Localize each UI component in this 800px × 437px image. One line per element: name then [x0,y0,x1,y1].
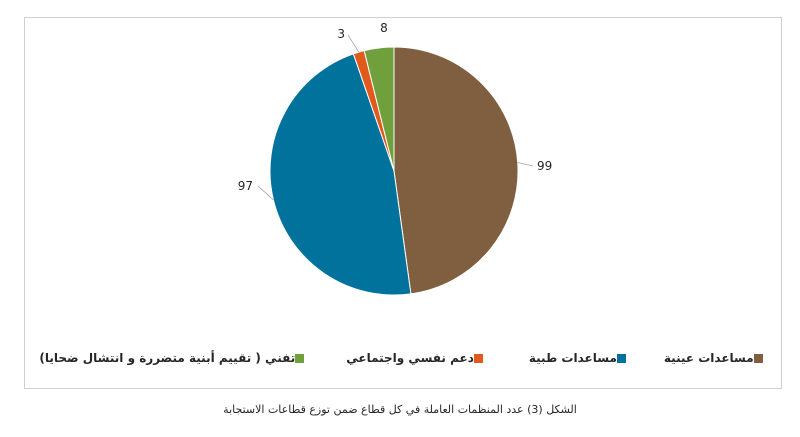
data-labels: 99 97 3 8 [238,21,553,193]
legend-label-psychosocial-support: دعم نفسي واجتماعي [346,351,474,365]
legend-item-medical-aid: مساعدات طبية [529,351,632,365]
leader-line-in-kind-aid [517,162,534,167]
pie-slice-medical-aid [269,53,412,296]
figure-caption: الشكل (3) عدد المنظمات العاملة في كل قطا… [223,403,577,416]
legend-swatch-medical-aid [616,353,626,363]
chart-area: 99 97 3 8 مساعدات عينية مساعدات طبية دعم نف… [24,17,782,389]
pie-slice-in-kind-aid [393,46,519,295]
legend: مساعدات عينية مساعدات طبية دعم نفسي واجت… [25,348,783,368]
legend-label-medical-aid: مساعدات طبية [528,351,617,365]
legend-item-psychosocial-support: دعم نفسي واجتماعي [346,351,489,365]
pie-chart: 99 97 3 8 [238,21,553,296]
data-label-psychosocial-support: 3 [337,27,345,41]
leader-lines [257,34,534,201]
leader-line-psychosocial-support [347,34,360,53]
leader-line-medical-aid [257,185,274,201]
data-label-in-kind-aid: 99 [537,159,552,173]
pie-slice-technical [363,46,395,172]
legend-swatch-technical [295,353,305,363]
data-label-medical-aid: 97 [238,179,253,193]
pie-slices [269,46,519,296]
legend-item-technical: تفني ( تقييم أبنية متضررة و انتشال ضحايا… [39,351,310,365]
legend-label-technical: تفني ( تقييم أبنية متضررة و انتشال ضحايا… [39,351,296,365]
data-label-technical: 8 [380,21,388,35]
legend-swatch-psychosocial-support [473,353,483,363]
legend-item-in-kind-aid: مساعدات عينية [664,351,769,365]
legend-swatch-in-kind-aid [753,353,763,363]
legend-label-in-kind-aid: مساعدات عينية [663,351,754,365]
